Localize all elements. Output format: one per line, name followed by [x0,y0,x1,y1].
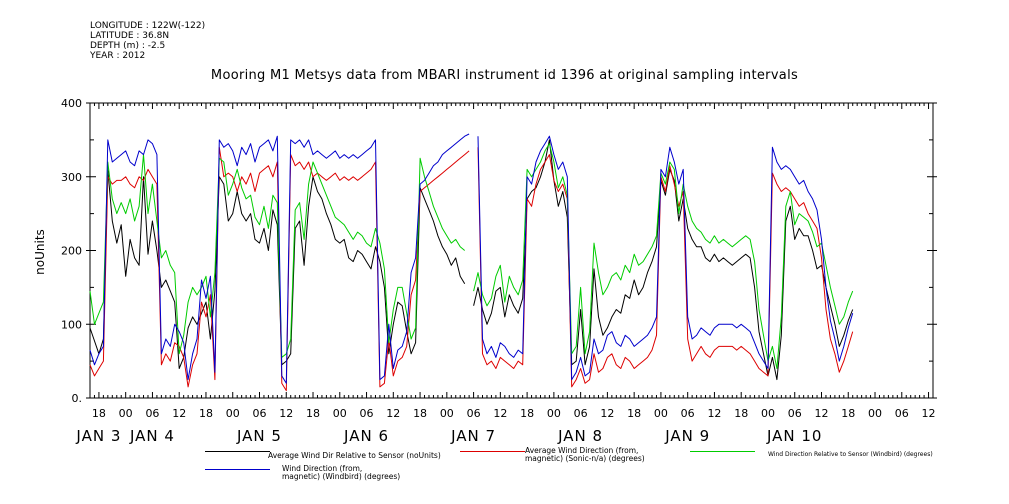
x-tick-label: 18 [199,407,213,420]
x-tick-label: 00 [761,407,775,420]
meta-longitude: LONGITUDE : 122W(-122) [90,21,206,31]
legend-swatch [690,451,755,452]
x-day-label: JAN 3 [75,427,121,445]
x-tick-label: 06 [467,407,481,420]
x-tick-label: 18 [92,407,106,420]
x-tick-label: 00 [119,407,133,420]
x-tick-label: 00 [868,407,882,420]
y-tick-label: 300 [61,171,82,184]
legend-swatch [460,451,525,452]
x-tick-label: 06 [360,407,374,420]
x-tick-label: 18 [841,407,855,420]
y-tick-label: 0. [72,392,83,405]
meta-depth: DEPTH (m) : -2.5 [90,41,166,51]
x-tick-label: 12 [493,407,507,420]
x-tick-label: 06 [788,407,802,420]
x-tick-label: 12 [922,407,936,420]
meta-year: YEAR : 2012 [90,51,146,61]
dataset-metadata: LONGITUDE : 122W(-122) LATITUDE : 36.8N … [90,21,205,61]
series-line-4-part-2 [477,135,854,381]
x-day-label: JAN 5 [236,427,282,445]
legend-entry: Wind Direction (from, magnetic) (Windbir… [282,464,401,481]
x-tick-label: 12 [707,407,721,420]
x-tick-label: 12 [600,407,614,420]
legend-entry: Average Wind Dir Relative to Sensor (noU… [268,451,441,460]
legend-entry: Average Wind Direction (from, magnetic) … [525,446,645,463]
x-tick-label: 18 [734,407,748,420]
y-axis-label: noUnits [33,229,47,275]
x-day-label: JAN 8 [557,427,603,445]
y-tick-label: 100 [61,318,82,331]
legend-entry: Wind Direction Relative to Sensor (Windb… [768,451,933,458]
series-lines [89,133,854,392]
x-tick-label: 18 [627,407,641,420]
x-tick-label: 12 [172,407,186,420]
x-tick-label: 06 [252,407,266,420]
x-day-label: JAN 4 [129,427,175,445]
x-tick-label: 00 [440,407,454,420]
x-tick-label: 06 [895,407,909,420]
x-tick-label: 06 [574,407,588,420]
meta-latitude: LATITUDE : 36.8N [90,31,170,41]
series-line-3-part-1 [89,154,466,358]
x-tick-label: 06 [145,407,159,420]
x-tick-label: 18 [520,407,534,420]
y-tick-label: 200 [61,245,82,258]
x-tick-label: 06 [681,407,695,420]
x-tick-label: 12 [279,407,293,420]
x-tick-label: 00 [547,407,561,420]
x-day-label: JAN 9 [664,427,710,445]
y-tick-label: 400 [61,97,82,110]
x-tick-label: 00 [226,407,240,420]
series-line-1-part-1 [89,168,466,369]
series-line-1-part-2 [473,139,854,381]
x-tick-label: 00 [333,407,347,420]
series-line-3-part-2 [473,143,854,369]
series-line-4-part-1 [89,133,470,384]
x-tick-label: 00 [654,407,668,420]
x-day-label: JAN 7 [450,427,496,445]
x-day-label: JAN 6 [343,427,389,445]
legend-swatch [205,469,270,470]
x-tick-label: 18 [413,407,427,420]
axes: 0. 100 200 300 400 18 00 06 12 18 00 06 12 18 00 06 12 18… [61,97,937,445]
x-day-label: JAN 10 [766,427,823,445]
x-tick-label: 12 [386,407,400,420]
x-tick-label: 18 [306,407,320,420]
x-tick-label: 12 [814,407,828,420]
legend-swatch [205,451,270,452]
chart-title: Mooring M1 Metsys data from MBARI instru… [210,68,799,83]
